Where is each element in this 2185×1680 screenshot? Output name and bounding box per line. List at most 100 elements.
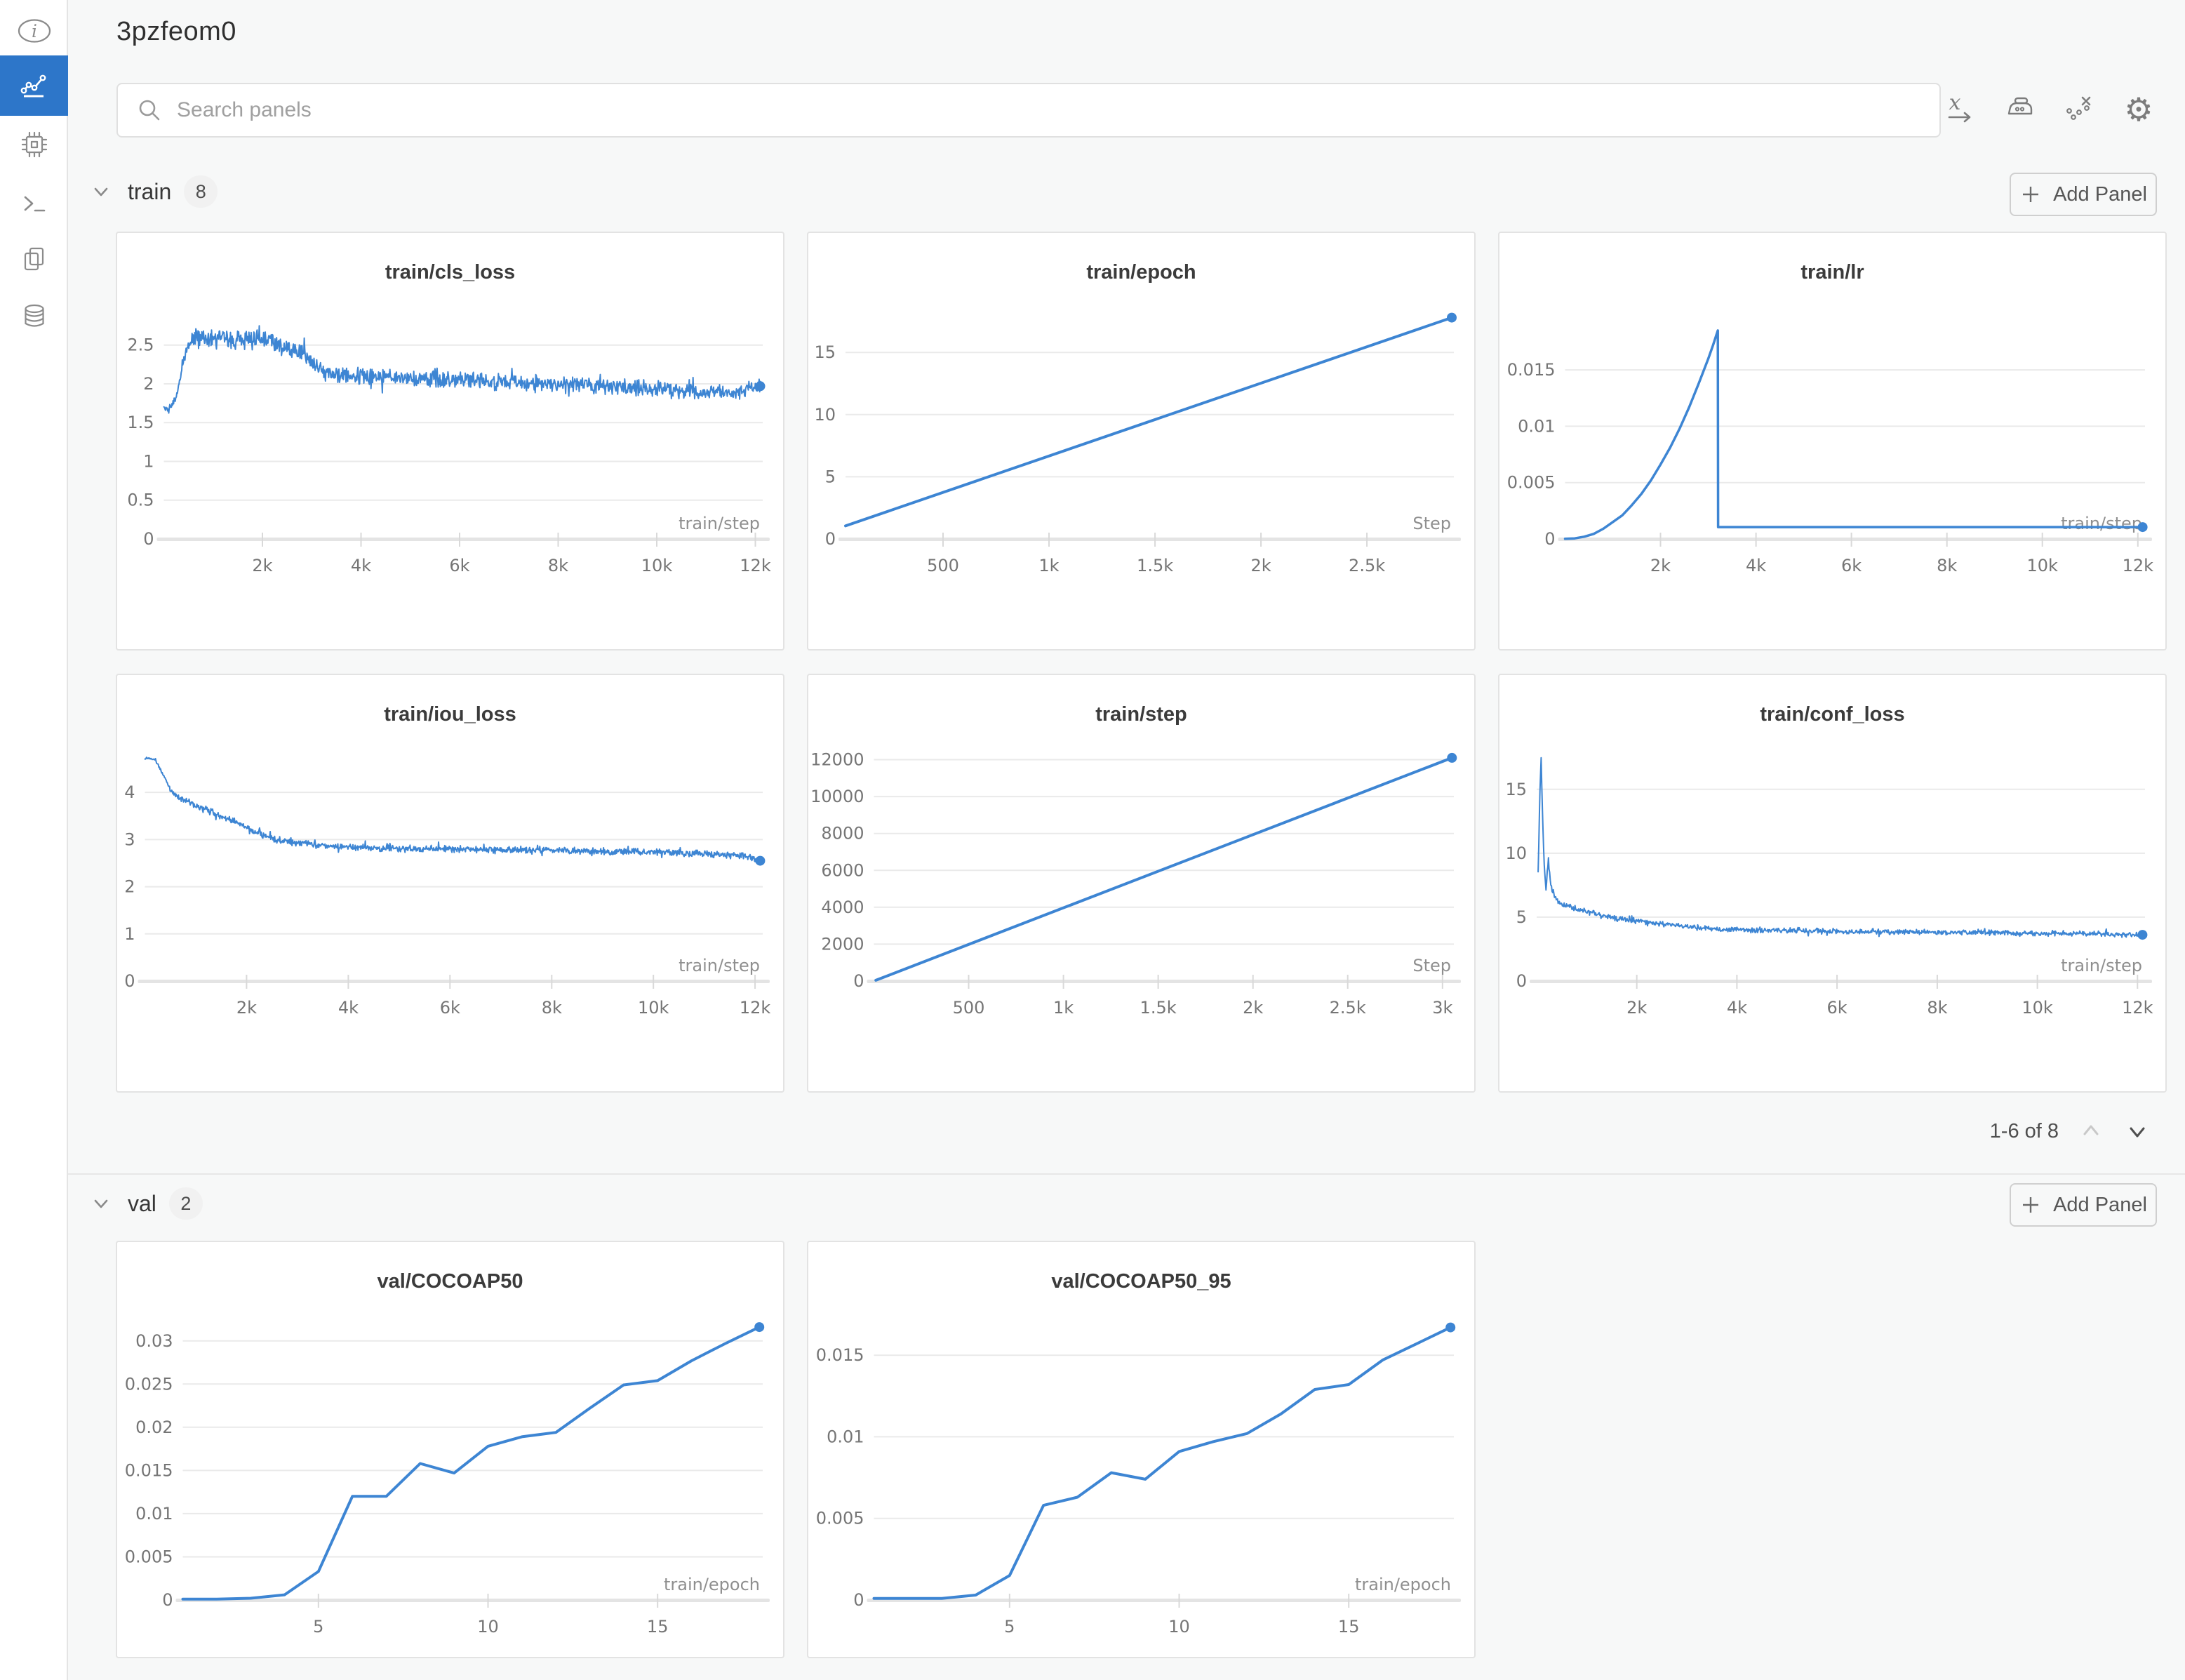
panel-train/epoch[interactable]: train/epoch 0 5 10 15 500 1k 1.5k 2k 2.5k Step [807, 232, 1476, 651]
svg-text:0.005: 0.005 [816, 1509, 864, 1528]
chart-title: val/COCOAP50 [377, 1270, 523, 1293]
chart-plot: 0 5 10 15 500 1k 1.5k 2k 2.5k Step [814, 312, 1461, 575]
sidebar-item-info[interactable]: i [0, 13, 68, 49]
pagination-next-button[interactable] [2123, 1117, 2151, 1145]
svg-text:2: 2 [124, 877, 135, 897]
svg-text:2: 2 [143, 374, 154, 394]
smoothing-button[interactable] [2003, 91, 2039, 128]
add-panel-label: Add Panel [2053, 1193, 2147, 1216]
chart-title: train/epoch [1086, 261, 1196, 284]
svg-text:2k: 2k [252, 556, 272, 575]
settings-button[interactable]: ⚙ [2120, 91, 2157, 128]
svg-text:train/epoch: train/epoch [664, 1575, 760, 1594]
svg-text:train/epoch: train/epoch [1355, 1575, 1451, 1594]
svg-text:6000: 6000 [821, 860, 864, 880]
val-section-header: val 2 [87, 1187, 203, 1220]
svg-text:3k: 3k [1432, 998, 1452, 1018]
x-axis-icon: x [1948, 91, 1971, 123]
svg-text:train/step: train/step [2061, 514, 2142, 533]
svg-text:8k: 8k [542, 998, 562, 1018]
svg-text:12k: 12k [2122, 998, 2153, 1018]
sidebar-item-files[interactable] [0, 241, 68, 277]
val-collapse-chevron[interactable] [87, 1189, 115, 1218]
search-input[interactable] [177, 98, 1939, 122]
sidebar-item-charts[interactable] [0, 55, 68, 116]
chart-plot: 0 2000 4000 6000 8000 10000 12000 500 1k 1.5k 2k 2.… [810, 750, 1461, 1018]
chart-plot: 0 0.005 0.01 0.015 0.02 0.025 0.03 5 10 15 train/e… [125, 1322, 770, 1636]
train-section-label[interactable]: train [128, 178, 172, 204]
svg-text:15: 15 [647, 1617, 669, 1636]
train-panel-grid: train/cls_loss 0 0.5 1 1.5 2 2.5 2k 4k 6k 8k 10k 12… [116, 232, 2167, 1093]
svg-text:10k: 10k [2022, 998, 2053, 1018]
sidebar-item-logs[interactable] [0, 186, 68, 222]
train-section-header: train 8 [87, 175, 218, 208]
svg-text:5: 5 [1004, 1617, 1015, 1636]
svg-text:2k: 2k [1243, 998, 1263, 1018]
chart-title: train/iou_loss [384, 703, 516, 726]
search-panels-box [116, 83, 1941, 138]
svg-text:5: 5 [825, 467, 836, 486]
panel-train/iou_loss[interactable]: train/iou_loss 0 1 2 3 4 2k 4k 6k 8k 10k 12k train/… [116, 674, 784, 1093]
pagination-prev-button[interactable] [2077, 1117, 2105, 1145]
svg-text:4k: 4k [351, 556, 371, 575]
svg-text:3: 3 [124, 829, 135, 849]
panel-train/step[interactable]: train/step 0 2000 4000 6000 8000 10000 12000 50… [807, 674, 1476, 1093]
val-add-panel-button[interactable]: Add Panel [2010, 1183, 2157, 1227]
panel-val/COCOAP50[interactable]: val/COCOAP50 0 0.005 0.01 0.015 0.02 0.025 0.0… [116, 1241, 784, 1658]
svg-text:500: 500 [927, 556, 959, 575]
panel-train/cls_loss[interactable]: train/cls_loss 0 0.5 1 1.5 2 2.5 2k 4k 6k 8k 10k 12… [116, 232, 784, 651]
svg-text:0.005: 0.005 [125, 1547, 173, 1567]
line-chart-icon [20, 74, 46, 98]
svg-text:2k: 2k [236, 998, 257, 1018]
svg-text:4k: 4k [338, 998, 359, 1018]
svg-text:0.015: 0.015 [1507, 360, 1556, 380]
panel-train/lr[interactable]: train/lr 0 0.005 0.01 0.015 2k 4k 6k 8k 10k 12k tr… [1498, 232, 2167, 651]
svg-text:500: 500 [953, 998, 985, 1018]
svg-text:10: 10 [477, 1617, 499, 1636]
workspace-toolbar: x ⚙ [1944, 91, 2157, 128]
svg-text:0.025: 0.025 [125, 1374, 173, 1394]
outlier-removal-button[interactable] [2062, 91, 2098, 128]
svg-text:0: 0 [853, 1590, 864, 1610]
svg-text:2k: 2k [1650, 556, 1671, 575]
chart-plot: 0 0.005 0.01 0.015 5 10 15 train/epoch [816, 1322, 1461, 1636]
x-axis-settings-button[interactable]: x [1944, 91, 1980, 128]
train-collapse-chevron[interactable] [87, 178, 115, 206]
sidebar-item-system[interactable] [0, 126, 68, 163]
svg-text:train/step: train/step [2061, 956, 2142, 975]
svg-text:6k: 6k [440, 998, 460, 1018]
panel-train/conf_loss[interactable]: train/conf_loss 0 5 10 15 2k 4k 6k 8k 10k 12k trai… [1498, 674, 2167, 1093]
svg-text:12k: 12k [740, 998, 771, 1018]
train-add-panel-button[interactable]: Add Panel [2010, 173, 2157, 216]
svg-text:2.5: 2.5 [127, 335, 154, 355]
cpu-chip-icon [21, 131, 47, 158]
chart-plot: 0 1 2 3 4 2k 4k 6k 8k 10k 12k train/step [124, 756, 771, 1018]
svg-text:4k: 4k [1746, 556, 1766, 575]
svg-text:6k: 6k [1841, 556, 1862, 575]
svg-text:0: 0 [124, 971, 135, 991]
train-panel-count-badge: 8 [184, 175, 218, 208]
val-panel-count-badge: 2 [168, 1187, 203, 1220]
svg-text:x: x [1949, 91, 1961, 115]
svg-text:8k: 8k [548, 556, 568, 575]
pagination-text: 1-6 of 8 [1989, 1119, 2059, 1142]
svg-text:4k: 4k [1727, 998, 1747, 1018]
section-divider [68, 1173, 2185, 1175]
sidebar-item-artifacts[interactable] [0, 299, 68, 338]
svg-text:0.015: 0.015 [816, 1345, 864, 1365]
svg-text:10k: 10k [2026, 556, 2058, 575]
svg-text:12k: 12k [740, 556, 771, 575]
svg-text:10: 10 [814, 405, 836, 425]
val-section-label[interactable]: val [128, 1190, 156, 1216]
svg-text:2k: 2k [1251, 556, 1271, 575]
svg-text:0.005: 0.005 [1507, 473, 1556, 493]
panel-val/COCOAP50_95[interactable]: val/COCOAP50_95 0 0.005 0.01 0.015 5 10 15 trai… [807, 1241, 1476, 1658]
chart-title: val/COCOAP50_95 [1051, 1270, 1231, 1293]
chart-plot: 0 0.005 0.01 0.015 2k 4k 6k 8k 10k 12k train/step [1507, 329, 2153, 575]
svg-text:0.01: 0.01 [135, 1504, 173, 1524]
svg-text:1k: 1k [1053, 998, 1074, 1018]
svg-text:Step: Step [1412, 514, 1451, 533]
svg-text:1: 1 [124, 924, 135, 944]
svg-text:6k: 6k [1827, 998, 1847, 1018]
remove-outliers-icon [2066, 96, 2091, 120]
